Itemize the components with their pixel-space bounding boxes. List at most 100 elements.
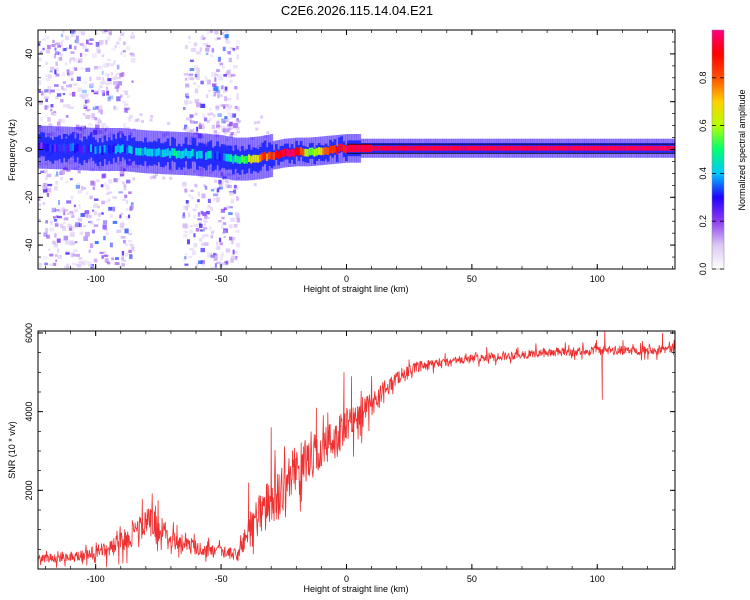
noise-speckle bbox=[101, 255, 104, 259]
noise-speckle bbox=[207, 112, 211, 116]
ridge-core bbox=[295, 147, 298, 155]
noise-speckle bbox=[124, 252, 129, 257]
noise-speckle bbox=[44, 169, 48, 174]
noise-speckle bbox=[154, 173, 158, 177]
ridge-core bbox=[421, 145, 425, 151]
ridge-core bbox=[604, 145, 608, 151]
ridge-core bbox=[631, 145, 635, 151]
noise-speckle bbox=[47, 187, 52, 193]
noise-speckle bbox=[101, 90, 104, 93]
noise-speckle bbox=[253, 183, 257, 187]
ridge-core bbox=[586, 145, 590, 151]
noise-speckle bbox=[119, 170, 125, 176]
noise-speckle bbox=[103, 63, 108, 68]
noise-speckle bbox=[221, 252, 224, 255]
noise-speckle bbox=[229, 79, 233, 83]
noise-speckle bbox=[184, 253, 188, 256]
ridge-core bbox=[457, 145, 461, 151]
noise-speckle bbox=[218, 237, 222, 243]
noise-speckle bbox=[54, 84, 59, 87]
noise-speckle bbox=[54, 209, 60, 212]
noise-speckle bbox=[89, 84, 94, 89]
ridge-core bbox=[496, 145, 499, 151]
noise-speckle bbox=[189, 117, 192, 123]
ridge-core bbox=[279, 150, 283, 158]
ridge-core bbox=[493, 145, 497, 151]
ridge-core bbox=[417, 145, 420, 151]
ridge-core bbox=[475, 145, 479, 151]
noise-speckle bbox=[108, 179, 113, 184]
noise-speckle bbox=[119, 72, 124, 78]
noise-speckle bbox=[131, 31, 134, 35]
ridge-core bbox=[466, 145, 470, 151]
noise-speckle bbox=[114, 262, 120, 265]
noise-speckle bbox=[207, 79, 211, 85]
noise-speckle bbox=[119, 214, 122, 219]
noise-speckle bbox=[236, 54, 239, 60]
noise-speckle bbox=[41, 91, 44, 96]
ridge-core bbox=[620, 145, 623, 151]
ridge-core bbox=[516, 145, 520, 151]
ridge-core bbox=[340, 143, 343, 152]
noise-speckle bbox=[234, 119, 240, 125]
noise-speckle bbox=[260, 115, 264, 119]
noise-speckle bbox=[95, 32, 100, 35]
ridge-core bbox=[552, 145, 556, 151]
noise-speckle bbox=[73, 224, 79, 229]
noise-speckle bbox=[116, 77, 121, 80]
noise-speckle bbox=[55, 181, 58, 185]
noise-speckle bbox=[83, 260, 88, 265]
noise-speckle bbox=[100, 30, 104, 32]
noise-speckle bbox=[95, 124, 100, 130]
noise-speckle bbox=[111, 257, 115, 261]
spectrogram-y-label: Frequency (Hz) bbox=[7, 119, 17, 181]
noise-speckle bbox=[215, 132, 220, 136]
noise-speckle bbox=[103, 251, 107, 257]
ridge-core bbox=[144, 147, 147, 155]
noise-speckle bbox=[216, 197, 220, 202]
ridge-core bbox=[243, 156, 246, 164]
noise-speckle bbox=[197, 212, 201, 215]
noise-speckle bbox=[77, 263, 82, 268]
noise-speckle bbox=[253, 121, 257, 125]
noise-speckle bbox=[182, 214, 186, 219]
noise-speckle bbox=[86, 100, 90, 103]
noise-speckle bbox=[212, 187, 217, 190]
ridge-core bbox=[74, 145, 77, 153]
noise-speckle bbox=[54, 174, 59, 177]
noise-speckle bbox=[182, 181, 187, 185]
noise-speckle bbox=[84, 99, 88, 104]
noise-speckle bbox=[205, 94, 209, 98]
ridge-core bbox=[656, 145, 659, 151]
ridge-core bbox=[69, 143, 73, 152]
noise-speckle bbox=[48, 263, 54, 266]
noise-speckle bbox=[106, 63, 110, 67]
noise-speckle bbox=[95, 120, 99, 126]
ridge-core bbox=[85, 145, 88, 154]
noise-speckle bbox=[52, 240, 56, 245]
noise-speckle bbox=[121, 259, 127, 262]
ridge-core bbox=[110, 146, 113, 154]
noise-speckle bbox=[201, 43, 207, 46]
ridge-core bbox=[126, 146, 129, 155]
noise-speckle bbox=[219, 186, 223, 190]
noise-speckle bbox=[192, 250, 197, 256]
ridge-core bbox=[670, 145, 673, 151]
noise-speckle bbox=[216, 241, 219, 246]
noise-speckle bbox=[56, 171, 59, 176]
ridge-core bbox=[390, 145, 393, 151]
noise-speckle bbox=[130, 58, 136, 63]
noise-speckle bbox=[196, 263, 199, 268]
noise-speckle bbox=[184, 263, 189, 266]
noise-speckle bbox=[106, 187, 110, 190]
noise-speckle bbox=[234, 106, 238, 109]
ridge-core bbox=[405, 145, 409, 151]
noise-speckle bbox=[50, 108, 53, 112]
noise-speckle bbox=[85, 67, 91, 72]
ridge-core bbox=[139, 147, 143, 156]
ridge-core bbox=[561, 145, 565, 151]
noise-speckle bbox=[84, 93, 89, 98]
noise-speckle bbox=[130, 35, 135, 39]
noise-speckle bbox=[233, 65, 238, 69]
x-tick-label: -50 bbox=[215, 574, 228, 584]
